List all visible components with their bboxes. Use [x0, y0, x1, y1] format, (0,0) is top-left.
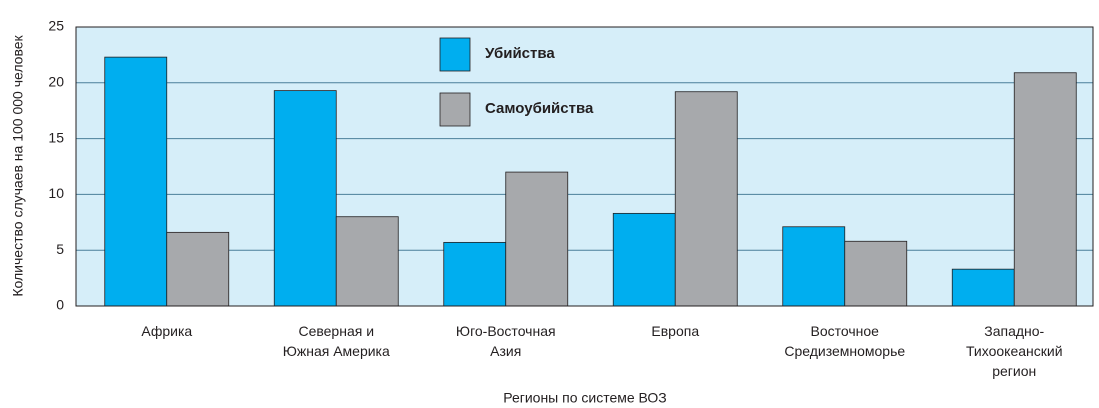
- y-tick-label: 0: [56, 297, 64, 313]
- x-tick-label: Западно- Тихоокеанский регион: [966, 323, 1063, 379]
- bar: [844, 240, 908, 307]
- x-tick-line: Западно-: [984, 323, 1044, 339]
- plot-area: [76, 27, 1093, 306]
- bar: [104, 56, 168, 307]
- x-tick-line: Тихоокеанский: [966, 343, 1063, 359]
- x-tick-line: Африка: [141, 323, 192, 339]
- bar: [273, 90, 337, 307]
- y-tick-label: 25: [48, 18, 64, 34]
- legend-label: Убийства: [485, 45, 555, 62]
- bar: [674, 91, 738, 307]
- x-tick-line: Восточное: [811, 323, 880, 339]
- x-tick-label: Восточное Средиземноморье: [784, 323, 905, 359]
- x-tick-label: Африка: [141, 323, 192, 339]
- x-tick-line: Северная и: [298, 323, 374, 339]
- bar: [335, 216, 399, 307]
- y-axis-title: Количество случаев на 100 000 человек: [10, 35, 26, 297]
- legend-label: Самоубийства: [485, 100, 594, 117]
- bar: [612, 212, 676, 307]
- y-tick-label: 20: [48, 74, 64, 90]
- y-tick-label: 15: [48, 129, 64, 145]
- bar: [443, 241, 507, 307]
- x-tick-label: Северная и Южная Америка: [283, 323, 390, 359]
- x-tick-line: Европа: [651, 323, 699, 339]
- x-tick-line: регион: [992, 363, 1036, 379]
- y-tick-label: 5: [56, 241, 64, 257]
- x-tick-label: Юго-Восточная Азия: [456, 323, 556, 359]
- bar: [782, 226, 846, 307]
- x-tick-label: Европа: [651, 323, 699, 339]
- plot-border: [75, 26, 1094, 307]
- x-axis-title: Регионы по системе ВОЗ: [503, 390, 667, 406]
- bar: [951, 268, 1015, 307]
- x-tick-line: Южная Америка: [283, 343, 390, 359]
- bar: [166, 231, 230, 307]
- bar: [1013, 72, 1077, 307]
- bar: [505, 171, 569, 307]
- legend-swatch: [439, 37, 471, 72]
- y-tick-label: 10: [48, 185, 64, 201]
- x-tick-line: Юго-Восточная: [456, 323, 556, 339]
- x-tick-line: Средиземноморье: [784, 343, 905, 359]
- legend-swatch: [439, 92, 471, 127]
- x-tick-line: Азия: [490, 343, 521, 359]
